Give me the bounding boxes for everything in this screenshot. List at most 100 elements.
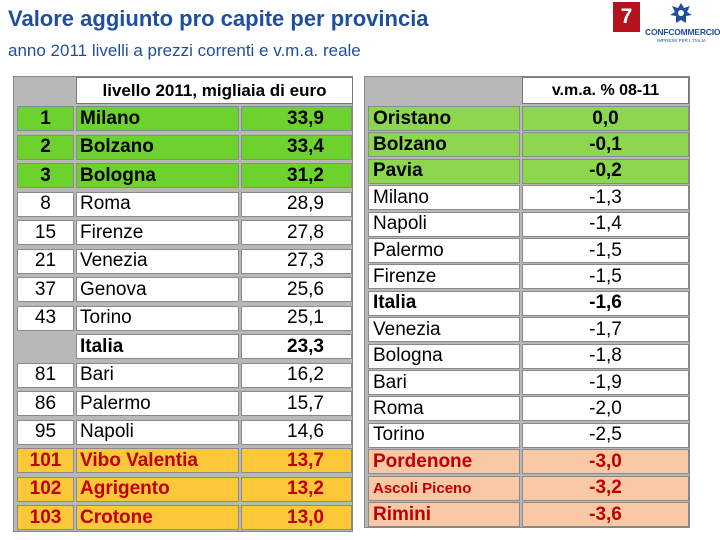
value-cell: -1,6 [522, 290, 689, 316]
rank-cell: 21 [17, 248, 74, 274]
logo-text: CONFCOMMERCIO [645, 27, 720, 37]
province-cell: Bolzano [76, 134, 239, 160]
growth-table-header: v.m.a. % 08-11 [522, 77, 689, 104]
province-cell: Palermo [368, 238, 520, 263]
value-cell: 0,0 [522, 106, 689, 131]
table-row: 103 Crotone 13,0 [14, 504, 352, 530]
province-cell: Vibo Valentia [76, 448, 239, 473]
table-row: 43 Torino 25,1 [14, 305, 352, 331]
value-cell: 27,8 [241, 220, 352, 245]
rank-cell [17, 334, 74, 359]
value-cell: 33,4 [241, 134, 352, 160]
table-row: Milano -1,3 [365, 184, 689, 211]
value-cell: -2,5 [522, 422, 689, 448]
table-row: 102 Agrigento 13,2 [14, 476, 352, 502]
value-cell: -1,4 [522, 211, 689, 237]
table-row: Firenze -1,5 [365, 263, 689, 290]
province-cell: Rimini [368, 502, 520, 527]
province-cell: Napoli [76, 419, 239, 445]
province-cell: Bologna [368, 343, 520, 369]
value-cell: -2,0 [522, 396, 689, 422]
value-cell: 15,7 [241, 391, 352, 416]
province-cell: Firenze [76, 220, 239, 245]
value-cell: -0,2 [522, 158, 689, 184]
table-row: Venezia -1,7 [365, 316, 689, 343]
growth-table: v.m.a. % 08-11 Oristano 0,0 Bolzano -0,1 Pav… [364, 76, 690, 528]
table-row: Italia 23,3 [14, 333, 352, 359]
logo-subtext: IMPRESE PER L'ITALIA [657, 38, 706, 43]
rank-cell: 8 [17, 191, 74, 217]
rank-cell: 2 [17, 134, 74, 160]
table-row: 101 Vibo Valentia 13,7 [14, 447, 352, 473]
table-row: Bari -1,9 [365, 369, 689, 395]
province-cell: Italia [76, 334, 239, 359]
province-cell: Bologna [76, 163, 239, 188]
province-cell: Agrigento [76, 476, 239, 502]
table-row: 37 Genova 25,6 [14, 276, 352, 302]
value-cell: -3,0 [522, 449, 689, 475]
rank-cell: 81 [17, 362, 74, 388]
rank-cell: 102 [17, 476, 74, 502]
table-row: Pavia -0,2 [365, 158, 689, 184]
value-cell: 13,7 [241, 448, 352, 473]
value-cell: -1,5 [522, 264, 689, 290]
table-row: Oristano 0,0 [365, 105, 689, 131]
province-cell: Venezia [76, 248, 239, 274]
table-row: 81 Bari 16,2 [14, 362, 352, 388]
rank-cell: 43 [17, 305, 74, 331]
province-cell: Bolzano [368, 132, 520, 158]
table-row: Roma -2,0 [365, 395, 689, 422]
rank-cell: 103 [17, 505, 74, 530]
province-cell: Firenze [368, 264, 520, 290]
province-cell: Pavia [368, 158, 520, 184]
value-cell: -1,5 [522, 238, 689, 263]
table-row: Bolzano -0,1 [365, 131, 689, 158]
table-row: 21 Venezia 27,3 [14, 248, 352, 274]
value-cell: -3,2 [522, 475, 689, 501]
value-cell: 23,3 [241, 334, 352, 359]
value-cell: 25,6 [241, 277, 352, 302]
table-row: Palermo -1,5 [365, 237, 689, 263]
value-cell: -1,8 [522, 343, 689, 369]
table-row: Ascoli Piceno -3,2 [365, 475, 689, 501]
value-cell: 14,6 [241, 419, 352, 445]
table-row: 1 Milano 33,9 [14, 105, 352, 131]
province-cell: Napoli [368, 211, 520, 237]
value-cell: 16,2 [241, 362, 352, 388]
province-cell: Roma [368, 396, 520, 422]
province-cell: Genova [76, 277, 239, 302]
page-subtitle: anno 2011 livelli a prezzi correnti e v.… [8, 41, 361, 60]
value-cell: -0,1 [522, 132, 689, 158]
value-cell: 13,0 [241, 505, 352, 530]
table-row: 86 Palermo 15,7 [14, 390, 352, 416]
province-cell: Torino [368, 422, 520, 448]
province-cell: Roma [76, 191, 239, 217]
value-cell: 13,2 [241, 476, 352, 502]
province-cell: Milano [76, 106, 239, 131]
value-cell: -1,3 [522, 185, 689, 211]
province-cell: Milano [368, 185, 520, 211]
table-row: Napoli -1,4 [365, 211, 689, 237]
page-number-badge: 7 [613, 2, 640, 32]
province-cell: Ascoli Piceno [368, 475, 520, 501]
province-cell: Torino [76, 305, 239, 331]
province-cell: Bari [368, 370, 520, 395]
value-cell: -1,7 [522, 317, 689, 343]
province-cell: Oristano [368, 106, 520, 131]
rank-cell: 37 [17, 277, 74, 302]
province-cell: Italia [368, 290, 520, 316]
value-cell: 28,9 [241, 191, 352, 217]
rank-cell: 1 [17, 106, 74, 131]
province-cell: Bari [76, 362, 239, 388]
level-table-header: livello 2011, migliaia di euro [76, 77, 353, 104]
province-cell: Palermo [76, 391, 239, 416]
province-cell: Venezia [368, 317, 520, 343]
level-2011-table: livello 2011, migliaia di euro 1 Milano 33… [13, 76, 353, 532]
page-title: Valore aggiunto pro capite per provincia [8, 6, 429, 31]
rank-cell: 15 [17, 220, 74, 245]
province-cell: Pordenone [368, 449, 520, 475]
value-cell: 27,3 [241, 248, 352, 274]
table-row: Italia -1,6 [365, 290, 689, 316]
table-row: 3 Bologna 31,2 [14, 162, 352, 188]
table-row: Bologna -1,8 [365, 343, 689, 369]
